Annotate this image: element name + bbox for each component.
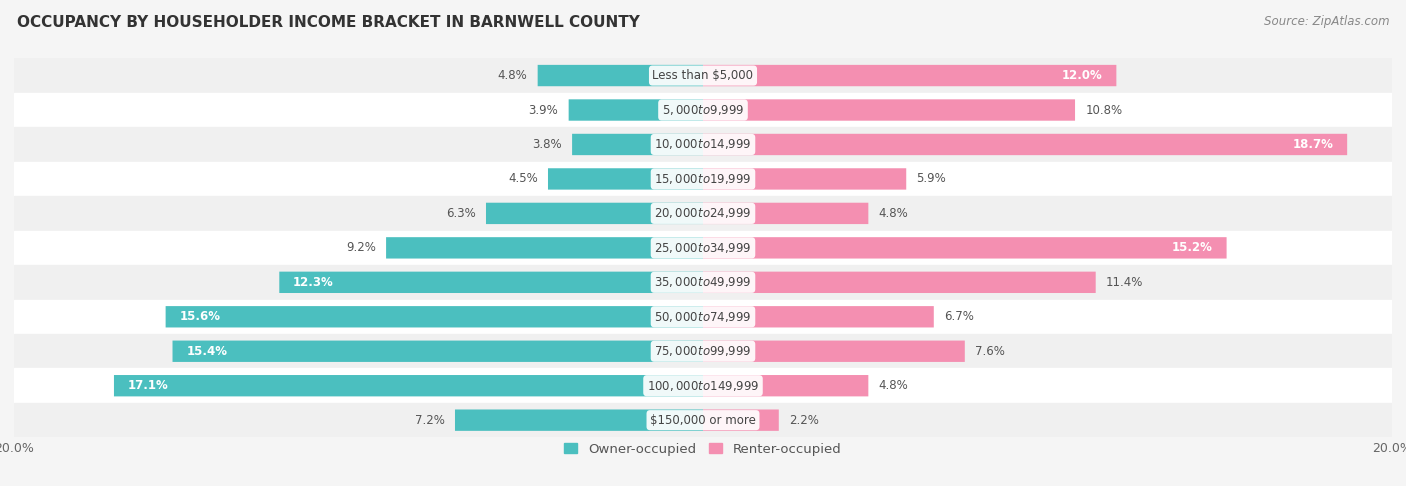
FancyBboxPatch shape	[486, 203, 703, 224]
Text: 6.7%: 6.7%	[945, 310, 974, 323]
Bar	[14, 58, 1392, 93]
Text: 4.8%: 4.8%	[879, 207, 908, 220]
Text: Source: ZipAtlas.com: Source: ZipAtlas.com	[1264, 15, 1389, 28]
Text: $25,000 to $34,999: $25,000 to $34,999	[654, 241, 752, 255]
FancyBboxPatch shape	[703, 65, 1116, 86]
FancyBboxPatch shape	[703, 237, 1226, 259]
FancyBboxPatch shape	[568, 99, 703, 121]
Text: 3.8%: 3.8%	[531, 138, 562, 151]
FancyBboxPatch shape	[703, 272, 1095, 293]
Text: 9.2%: 9.2%	[346, 242, 375, 254]
FancyBboxPatch shape	[173, 341, 703, 362]
Text: 15.4%: 15.4%	[186, 345, 228, 358]
Bar	[14, 231, 1392, 265]
Text: $100,000 to $149,999: $100,000 to $149,999	[647, 379, 759, 393]
FancyBboxPatch shape	[456, 410, 703, 431]
Text: 6.3%: 6.3%	[446, 207, 475, 220]
Text: 4.5%: 4.5%	[508, 173, 537, 186]
Bar	[14, 93, 1392, 127]
FancyBboxPatch shape	[114, 375, 703, 397]
Text: $5,000 to $9,999: $5,000 to $9,999	[662, 103, 744, 117]
Text: OCCUPANCY BY HOUSEHOLDER INCOME BRACKET IN BARNWELL COUNTY: OCCUPANCY BY HOUSEHOLDER INCOME BRACKET …	[17, 15, 640, 30]
Legend: Owner-occupied, Renter-occupied: Owner-occupied, Renter-occupied	[560, 437, 846, 461]
FancyBboxPatch shape	[703, 375, 869, 397]
FancyBboxPatch shape	[703, 168, 907, 190]
FancyBboxPatch shape	[703, 203, 869, 224]
Bar	[14, 368, 1392, 403]
Text: 15.6%: 15.6%	[180, 310, 221, 323]
FancyBboxPatch shape	[703, 410, 779, 431]
Text: 18.7%: 18.7%	[1292, 138, 1333, 151]
Bar	[14, 299, 1392, 334]
Text: 4.8%: 4.8%	[498, 69, 527, 82]
Text: $15,000 to $19,999: $15,000 to $19,999	[654, 172, 752, 186]
Bar	[14, 334, 1392, 368]
Bar	[14, 162, 1392, 196]
Text: 5.9%: 5.9%	[917, 173, 946, 186]
Bar	[14, 127, 1392, 162]
Text: $10,000 to $14,999: $10,000 to $14,999	[654, 138, 752, 152]
Text: 7.6%: 7.6%	[976, 345, 1005, 358]
FancyBboxPatch shape	[703, 99, 1076, 121]
Text: 11.4%: 11.4%	[1107, 276, 1143, 289]
Text: $75,000 to $99,999: $75,000 to $99,999	[654, 344, 752, 358]
Text: 7.2%: 7.2%	[415, 414, 444, 427]
Text: 12.3%: 12.3%	[292, 276, 333, 289]
FancyBboxPatch shape	[703, 306, 934, 328]
FancyBboxPatch shape	[166, 306, 703, 328]
Bar	[14, 196, 1392, 231]
Bar	[14, 403, 1392, 437]
Text: 10.8%: 10.8%	[1085, 104, 1122, 117]
Text: Less than $5,000: Less than $5,000	[652, 69, 754, 82]
Bar	[14, 265, 1392, 299]
Text: $20,000 to $24,999: $20,000 to $24,999	[654, 207, 752, 220]
FancyBboxPatch shape	[703, 341, 965, 362]
Text: $50,000 to $74,999: $50,000 to $74,999	[654, 310, 752, 324]
Text: 17.1%: 17.1%	[128, 379, 169, 392]
FancyBboxPatch shape	[548, 168, 703, 190]
Text: 2.2%: 2.2%	[789, 414, 818, 427]
Text: $35,000 to $49,999: $35,000 to $49,999	[654, 276, 752, 289]
Text: 12.0%: 12.0%	[1062, 69, 1102, 82]
FancyBboxPatch shape	[572, 134, 703, 155]
FancyBboxPatch shape	[387, 237, 703, 259]
Text: 4.8%: 4.8%	[879, 379, 908, 392]
FancyBboxPatch shape	[703, 134, 1347, 155]
FancyBboxPatch shape	[537, 65, 703, 86]
FancyBboxPatch shape	[280, 272, 703, 293]
Text: 15.2%: 15.2%	[1173, 242, 1213, 254]
Text: 3.9%: 3.9%	[529, 104, 558, 117]
Text: $150,000 or more: $150,000 or more	[650, 414, 756, 427]
